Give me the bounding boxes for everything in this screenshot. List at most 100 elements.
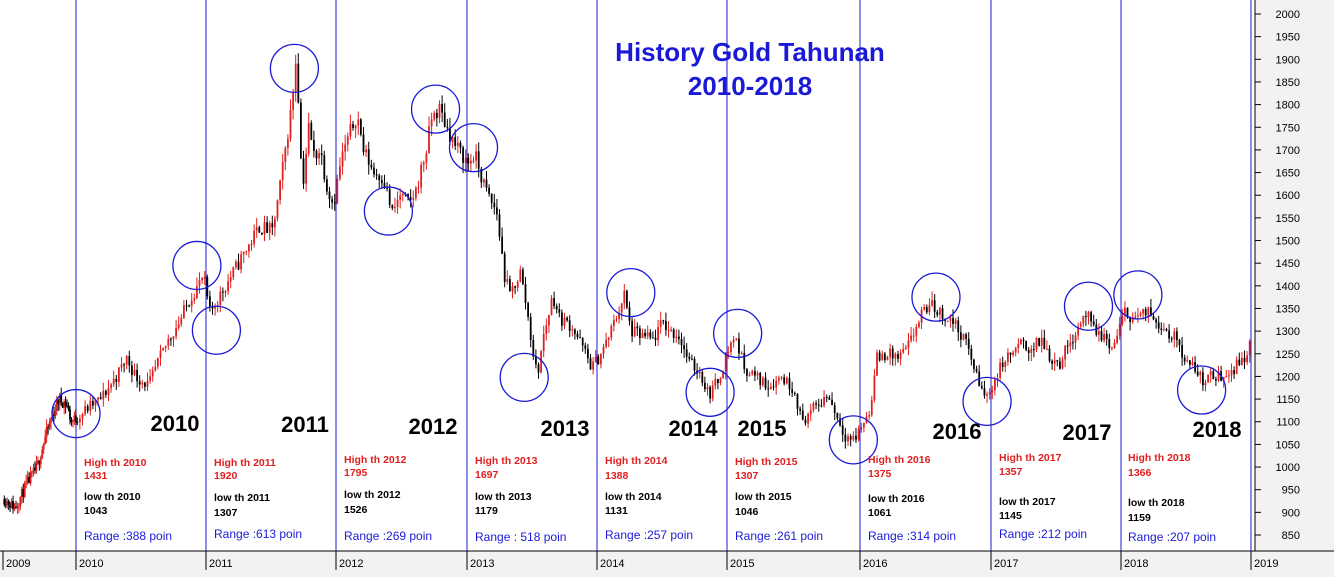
candle-body [764,377,767,389]
candle-body [1111,347,1113,349]
candle-body [907,340,910,348]
candle-body [110,384,112,389]
y-tick-label: 1000 [1276,462,1300,474]
candle-body [817,404,820,406]
candle-body [1209,371,1212,375]
candle-body [323,155,326,180]
candle-body [459,142,462,148]
year-low-label: low th 2018 [1128,497,1185,509]
candle-body [522,269,524,285]
candle-body [464,157,467,163]
extreme-circle [410,84,461,134]
candle-body [807,413,809,424]
candle-body [1022,339,1025,342]
extreme-circle [499,352,549,402]
candle-body [133,369,136,375]
extreme-circle [962,376,1012,427]
y-tick-label: 1400 [1276,281,1300,293]
x-tick-label: 2012 [339,558,363,570]
candle-body [19,496,22,506]
year-high-value: 1795 [344,467,368,479]
candle-body [1217,371,1220,381]
candle-body [751,370,754,375]
candle-body [196,286,198,299]
candle-body [899,352,902,359]
candle-body [796,393,799,409]
year-label: 2010 [151,411,200,436]
candle-body [754,370,756,376]
candle-body [67,406,70,410]
candle-body [409,197,412,200]
candle-body [620,303,623,313]
candle-body [954,320,957,324]
candle-body [576,333,579,338]
candle-body [63,401,66,408]
candle-body [555,305,558,310]
candle-body [761,377,764,386]
candle-body [6,500,9,506]
candle-body [719,378,722,384]
candle-body [936,311,939,315]
candle-body [579,337,581,339]
candle-body [240,254,242,270]
x-tick-label: 2013 [470,558,494,570]
candle-body [1160,328,1163,330]
candle-body [48,422,51,428]
candle-body [785,377,788,384]
candle-body [276,200,279,219]
candle-body [462,147,464,163]
year-low-label: low th 2011 [214,492,270,504]
year-high-value: 1388 [605,470,629,482]
candle-body [141,382,144,385]
x-tick-label: 2015 [730,558,754,570]
extreme-circle [685,367,735,417]
candle-body [425,153,428,163]
candle-body [118,367,120,382]
candle-body [1061,359,1064,369]
candle-body [1103,334,1105,341]
y-tick-label: 1650 [1276,168,1300,180]
candle-body [64,401,67,406]
candle-body [594,356,597,362]
candle-body [399,195,402,200]
candle-body [76,421,79,423]
candle-body [1207,374,1209,383]
candle-body [1077,326,1079,336]
extreme-circle [51,388,101,439]
candle-body [1173,331,1176,340]
candle-body [1014,347,1017,353]
candle-body [873,375,876,401]
candle-body [380,180,383,183]
candle-body [438,104,441,118]
candle-body [1085,315,1087,317]
year-high-value: 1307 [735,470,759,482]
candle-body [55,399,58,411]
candle-body [823,397,825,406]
candle-body [294,63,297,92]
candle-body [597,356,600,365]
candle-body [772,386,775,388]
candle-body [154,366,157,371]
candle-body [477,151,480,169]
candle-body [1069,342,1072,346]
candle-body [799,408,802,411]
candle-body [996,378,999,380]
candle-body [1098,331,1100,335]
candle-body [69,409,71,420]
candle-body [691,358,693,360]
candle-body [801,410,804,420]
candle-body [1038,338,1040,346]
candle-body [1017,344,1020,348]
candle-body [537,364,540,373]
candlesticks [3,53,1251,514]
y-tick-label: 1150 [1276,394,1300,406]
year-high-label: High th 2015 [735,456,798,468]
candle-body [16,506,19,509]
year-low-label: low th 2016 [868,493,925,505]
price-axis: 850 900 950 1000 1050 1100 1150 1200 1250 1300 135… [1255,9,1300,542]
year-annotations: 2010 2011 2012 2013 2014 2015 2016 2017 2018High… [84,411,1241,544]
candle-body [488,187,490,194]
candle-body [433,112,436,120]
candle-body [190,300,193,307]
